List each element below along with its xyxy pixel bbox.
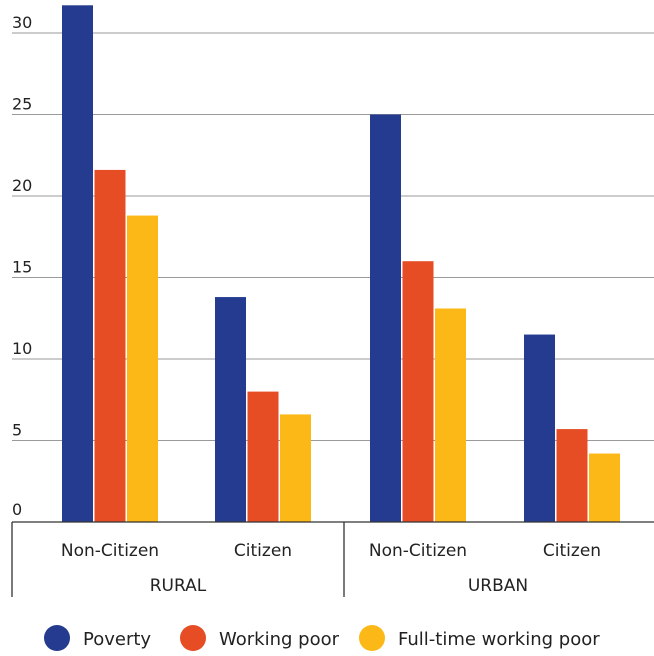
category-labels: Non-Citizen Citizen Non-Citizen Citizen: [61, 541, 601, 561]
y-tick-label: 5: [12, 421, 22, 440]
y-tick-label: 0: [12, 500, 22, 519]
legend-label: Working poor: [219, 629, 340, 650]
legend-swatch: [44, 625, 70, 651]
legend-swatch: [180, 625, 206, 651]
bar-poverty: [62, 5, 93, 523]
bar-poverty: [215, 297, 246, 522]
bar-poverty: [524, 334, 555, 522]
y-tick-label: 10: [12, 339, 32, 358]
group-label: URBAN: [468, 576, 528, 596]
bar-full-time-working-poor: [589, 453, 620, 522]
bar-full-time-working-poor: [280, 414, 311, 522]
y-tick-label: 20: [12, 176, 32, 195]
category-label: Non-Citizen: [61, 541, 159, 561]
legend-swatch: [359, 625, 385, 651]
group-label: RURAL: [150, 576, 207, 596]
y-tick-label: 30: [12, 13, 32, 32]
category-label: Citizen: [543, 541, 601, 561]
y-tick-label: 15: [12, 258, 32, 277]
x-axis: [11, 521, 654, 597]
legend: Poverty Working poor Full-time working poo…: [44, 625, 600, 651]
legend-label: Poverty: [83, 629, 151, 650]
y-axis-ticks: 0 5 10 15 20 25 30: [12, 13, 32, 519]
bar-working-poor: [94, 169, 126, 523]
y-tick-label: 25: [12, 95, 32, 114]
bars: [62, 5, 620, 523]
bar-poverty: [370, 114, 401, 522]
bar-working-poor: [402, 261, 434, 522]
bar-working-poor: [247, 391, 279, 522]
bar-working-poor: [556, 429, 588, 522]
group-labels: RURAL URBAN: [150, 576, 528, 596]
category-label: Citizen: [234, 541, 292, 561]
category-label: Non-Citizen: [369, 541, 467, 561]
legend-label: Full-time working poor: [398, 629, 600, 650]
bar-full-time-working-poor: [127, 215, 158, 522]
bar-full-time-working-poor: [435, 308, 466, 522]
